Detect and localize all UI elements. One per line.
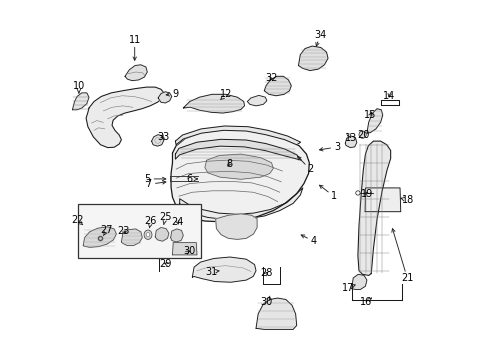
- Text: 10: 10: [73, 81, 85, 91]
- Polygon shape: [155, 228, 168, 241]
- Text: 30: 30: [260, 297, 272, 307]
- Polygon shape: [192, 257, 256, 282]
- Polygon shape: [72, 93, 89, 110]
- Text: 11: 11: [128, 35, 141, 45]
- Text: 31: 31: [205, 267, 217, 277]
- Text: 22: 22: [71, 215, 83, 225]
- Bar: [78, 204, 200, 258]
- Text: 20: 20: [356, 130, 369, 140]
- Text: 9: 9: [172, 89, 178, 99]
- Text: 23: 23: [118, 226, 130, 236]
- Polygon shape: [172, 243, 197, 255]
- Text: 1: 1: [330, 191, 336, 201]
- Text: 2: 2: [306, 164, 312, 174]
- Text: 34: 34: [313, 30, 325, 40]
- Text: 3: 3: [334, 142, 340, 152]
- Text: 7: 7: [145, 179, 152, 189]
- Polygon shape: [86, 87, 164, 148]
- Text: 30: 30: [183, 246, 195, 256]
- Text: 24: 24: [171, 217, 183, 228]
- Text: 8: 8: [226, 159, 232, 169]
- Text: 17: 17: [341, 283, 354, 293]
- Text: 12: 12: [220, 89, 232, 99]
- Polygon shape: [247, 95, 266, 106]
- Polygon shape: [357, 141, 390, 275]
- Polygon shape: [175, 126, 300, 145]
- Polygon shape: [179, 188, 302, 220]
- Circle shape: [355, 191, 359, 195]
- Text: 19: 19: [360, 189, 372, 199]
- Text: 4: 4: [310, 236, 316, 246]
- Circle shape: [358, 131, 366, 138]
- Polygon shape: [183, 94, 244, 113]
- Text: 32: 32: [265, 73, 277, 83]
- Text: 16: 16: [359, 297, 371, 307]
- Polygon shape: [125, 65, 147, 81]
- Text: 26: 26: [144, 216, 157, 226]
- Polygon shape: [264, 76, 291, 96]
- Text: 21: 21: [400, 273, 412, 283]
- Polygon shape: [170, 229, 183, 242]
- Polygon shape: [158, 92, 171, 103]
- Polygon shape: [151, 135, 163, 146]
- Polygon shape: [256, 298, 296, 329]
- Polygon shape: [121, 229, 142, 246]
- Polygon shape: [345, 136, 356, 148]
- Text: 25: 25: [159, 212, 171, 222]
- Text: 15: 15: [364, 110, 376, 120]
- Text: 27: 27: [101, 225, 113, 235]
- Text: 5: 5: [144, 174, 150, 184]
- Polygon shape: [351, 274, 366, 289]
- Polygon shape: [366, 109, 382, 133]
- Polygon shape: [204, 154, 273, 179]
- Ellipse shape: [144, 230, 152, 239]
- Polygon shape: [298, 46, 327, 71]
- Text: 14: 14: [382, 91, 394, 102]
- Polygon shape: [175, 139, 301, 160]
- Text: 28: 28: [260, 268, 272, 278]
- Text: 29: 29: [159, 258, 171, 269]
- Text: 18: 18: [401, 195, 413, 205]
- Polygon shape: [83, 227, 116, 247]
- Polygon shape: [365, 188, 400, 212]
- Text: 33: 33: [157, 132, 169, 142]
- Polygon shape: [215, 214, 257, 239]
- Polygon shape: [171, 130, 309, 222]
- Text: 6: 6: [186, 174, 192, 184]
- Ellipse shape: [146, 233, 149, 237]
- Text: 13: 13: [344, 132, 356, 143]
